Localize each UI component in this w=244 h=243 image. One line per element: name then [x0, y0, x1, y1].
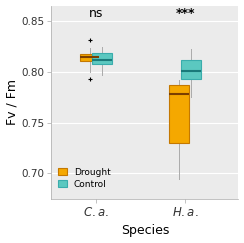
Y-axis label: Fv / Fm: Fv / Fm [6, 79, 19, 125]
X-axis label: Species: Species [121, 225, 169, 237]
Bar [92, 53, 112, 64]
Bar [169, 85, 189, 143]
Text: ***: *** [175, 7, 195, 20]
Bar [182, 60, 201, 79]
Bar [80, 54, 100, 61]
Legend: Drought, Control: Drought, Control [56, 166, 112, 191]
Text: ns: ns [89, 7, 103, 20]
